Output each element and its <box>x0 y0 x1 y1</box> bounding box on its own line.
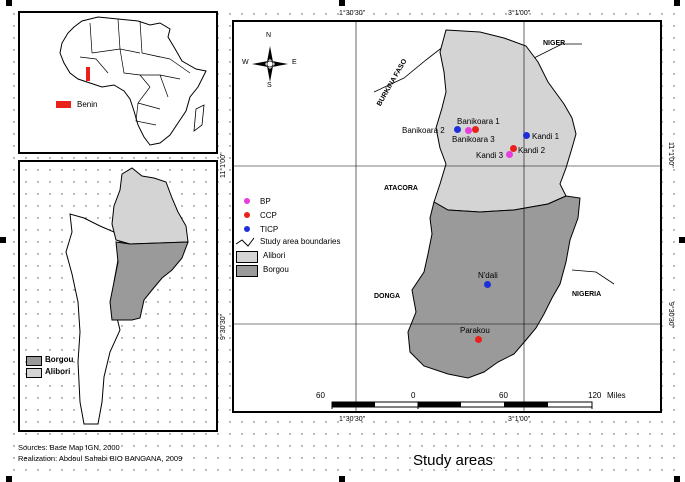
benin-legend-swatch-borgou <box>26 356 42 366</box>
point-label-parakou: Parakou <box>460 326 490 335</box>
point-banikoara-2[interactable] <box>454 126 461 133</box>
point-kandi-1[interactable] <box>523 132 530 139</box>
selection-handle-bc[interactable] <box>339 476 345 482</box>
point-kandi-2[interactable] <box>510 145 517 152</box>
point-label-kandi-3: Kandi 3 <box>476 151 504 160</box>
scale-label-60-left: 60 <box>316 391 325 400</box>
africa-legend-swatch <box>56 101 71 108</box>
point-label-banikoara-2: Banikoara 2 <box>402 126 445 135</box>
legend-ticp-label: TICP <box>260 225 279 234</box>
legend-alibori-swatch <box>236 251 258 263</box>
africa-legend-label: Benin <box>77 100 98 109</box>
benin-legend-label-borgou: Borgou <box>45 355 74 364</box>
sources-text: Sources: Base Map IGN, 2000 <box>18 443 120 452</box>
legend-bp-marker <box>244 198 250 204</box>
grid-label-bottom-1: 1°30'30" <box>339 416 366 423</box>
legend-alibori-label: Alibori <box>263 251 286 260</box>
point-banikoara-3[interactable] <box>465 127 472 134</box>
point-label-banikoara-3: Banikoara 3 <box>452 135 495 144</box>
compass-n-label: N <box>266 32 272 39</box>
selection-handle-br[interactable] <box>674 476 680 482</box>
grid-label-left-1: 11°1'00" <box>220 152 227 178</box>
selection-handle-mr[interactable] <box>679 237 685 243</box>
legend-ccp-label: CCP <box>260 211 277 220</box>
compass-w-label: W <box>242 59 249 66</box>
selection-handle-ml[interactable] <box>0 237 6 243</box>
legend-ticp-marker <box>244 226 250 232</box>
point-banikoara-1[interactable] <box>472 126 479 133</box>
selection-handle-tl[interactable] <box>6 0 12 6</box>
label-niger: NIGER <box>543 40 566 47</box>
benin-inset-frame: Borgou Alibori <box>18 160 218 432</box>
scale-bar <box>331 401 593 409</box>
compass-s-label: S <box>267 82 272 89</box>
africa-inset-frame: Benin <box>18 11 218 154</box>
main-map-frame: N S W E NIGER BURKINA FASO ATACORA DONGA… <box>232 20 662 413</box>
scale-label-0: 0 <box>411 391 416 400</box>
legend-bp-label: BP <box>260 197 271 206</box>
legend-borgou-label: Borgou <box>263 265 289 274</box>
grid-label-bottom-2: 3°1'00" <box>508 416 531 423</box>
compass-e-label: E <box>292 59 297 66</box>
realization-text: Realization: Abdoul Sahabi BIO BANGANA, … <box>18 454 183 463</box>
scale-label-120: 120 <box>588 391 602 400</box>
benin-legend-label-alibori: Alibori <box>45 367 71 376</box>
scale-label-60-right: 60 <box>499 391 508 400</box>
legend-ccp-marker <box>244 212 250 218</box>
compass-rose-icon <box>252 46 288 82</box>
label-nigeria: NIGERIA <box>572 291 602 298</box>
africa-map <box>59 16 207 146</box>
benin-legend-swatch-alibori <box>26 368 42 378</box>
scale-unit-label: Miles <box>607 391 626 400</box>
point-kandi-3[interactable] <box>506 151 513 158</box>
main-map <box>234 22 660 411</box>
grid-label-right-1: 11°1'00" <box>667 142 674 168</box>
point-label-banikoara-1: Banikoara 1 <box>457 117 500 126</box>
grid-label-top-1: 1°30'30" <box>339 10 366 17</box>
point-ndali[interactable] <box>484 281 491 288</box>
point-label-ndali: N'dali <box>478 271 498 280</box>
selection-handle-tc[interactable] <box>339 0 345 6</box>
label-donga: DONGA <box>374 293 401 300</box>
selection-handle-tr[interactable] <box>674 0 680 6</box>
benin-map <box>65 167 189 425</box>
point-parakou[interactable] <box>475 336 482 343</box>
selection-handle-bl[interactable] <box>6 476 12 482</box>
grid-label-left-2: 9°30'30" <box>220 313 227 340</box>
legend-borgou-swatch <box>236 265 258 277</box>
legend-boundaries-label: Study area boundaries <box>260 237 341 246</box>
map-title: Study areas <box>413 452 494 469</box>
grid-label-right-2: 9°30'30" <box>667 302 674 329</box>
point-label-kandi-2: Kandi 2 <box>518 146 546 155</box>
grid-label-top-2: 3°1'00" <box>508 10 531 17</box>
point-label-kandi-1: Kandi 1 <box>532 132 560 141</box>
label-atacora: ATACORA <box>384 185 418 192</box>
